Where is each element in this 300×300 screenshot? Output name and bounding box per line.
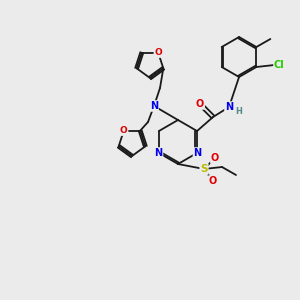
- Text: O: O: [211, 153, 219, 163]
- Text: O: O: [209, 176, 217, 186]
- Text: N: N: [154, 148, 163, 158]
- Text: S: S: [200, 164, 208, 174]
- Text: O: O: [154, 48, 162, 57]
- Text: N: N: [150, 101, 158, 111]
- Text: N: N: [194, 148, 202, 158]
- Text: Cl: Cl: [274, 60, 285, 70]
- Text: H: H: [236, 107, 242, 116]
- Text: O: O: [196, 99, 204, 109]
- Text: O: O: [120, 126, 127, 135]
- Text: N: N: [225, 102, 233, 112]
